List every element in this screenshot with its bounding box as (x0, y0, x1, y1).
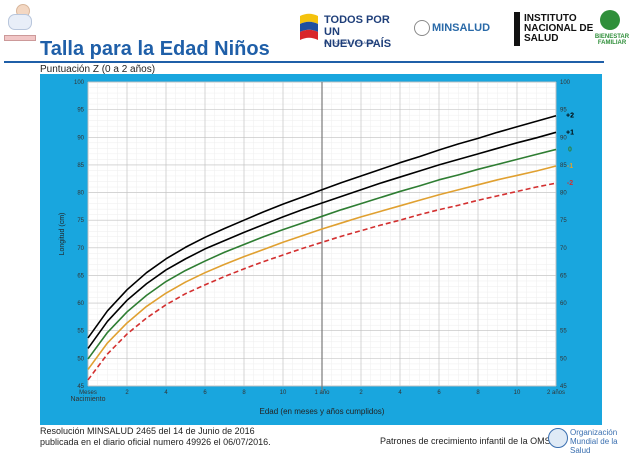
y-tick-label-right: 75 (560, 218, 567, 224)
y-tick-label-right: 95 (560, 108, 567, 114)
baby-body-icon (8, 14, 32, 30)
series-end-label: -2 (567, 180, 573, 187)
y-tick-label-right: 55 (560, 329, 567, 335)
y-tick-label-left: 90 (77, 135, 84, 141)
minsalud-logo: MINSALUD (414, 6, 504, 52)
y-tick-label-right: 50 (560, 356, 567, 362)
x-tick-label: 8 (242, 390, 246, 396)
y-tick-label-left: 50 (77, 356, 84, 362)
x-tick-label: 1 año (314, 390, 330, 396)
gov-logo: TODOS POR UN NUEVO PAÍS PAZ EQUIDAD EDUC… (298, 6, 396, 52)
x-axis-label: Edad (en meses y años cumplidos) (260, 407, 385, 416)
x-tick-label: 6 (437, 390, 441, 396)
minsalud-seal-icon (414, 20, 430, 36)
y-tick-label-left: 75 (77, 218, 84, 224)
footer-resolution-line1: Resolución MINSALUD 2465 del 14 de Junio… (40, 426, 255, 436)
y-tick-label-right: 100 (560, 80, 571, 86)
x-tick-label: 10 (280, 390, 287, 396)
x-tick-label: 2 años (547, 390, 565, 396)
y-tick-label-left: 65 (77, 273, 84, 279)
gov-logo-text: TODOS POR UN NUEVO PAÍS (324, 14, 392, 50)
baby-illustration (4, 2, 34, 32)
bienestar-logo: BIENESTAR FAMILIAR (592, 6, 632, 52)
flag-icon (300, 13, 318, 40)
series-end-label: +2 (566, 113, 574, 120)
x-tick-label: 8 (476, 390, 480, 396)
y-tick-label-right: 65 (560, 273, 567, 279)
x-tick-label: Meses (79, 390, 97, 396)
footer-resolution-line2: publicada en el diario oficial numero 49… (40, 437, 271, 447)
y-tick-label-left: 70 (77, 246, 84, 252)
ruler-icon (4, 35, 36, 41)
x-tick-label: 4 (398, 390, 402, 396)
growth-chart: 45 45 50 50 55 55 60 60 65 65 70 70 75 75 80 80 85 85 90 90… (40, 74, 602, 425)
x-tick-label: 2 (359, 390, 363, 396)
series-end-label: +1 (566, 129, 574, 136)
x-tick-label: 2 (125, 390, 129, 396)
globe-icon (548, 428, 568, 448)
title-underline (4, 61, 604, 63)
ins-mark-icon (514, 12, 520, 46)
gov-logo-small-text: PAZ EQUIDAD EDUCACIÓN (324, 40, 376, 45)
bienestar-logo-text: BIENESTAR FAMILIAR (594, 34, 630, 46)
series-line-0 (87, 148, 557, 360)
y-tick-label-right: 90 (560, 135, 567, 141)
series-end-label: -1 (567, 163, 573, 170)
x-tick-label: 6 (203, 390, 207, 396)
x-tick-label: 10 (514, 390, 521, 396)
minsalud-logo-text: MINSALUD (432, 22, 491, 34)
y-tick-label-left: 100 (74, 80, 85, 86)
y-tick-label-right: 45 (560, 384, 567, 390)
y-tick-label-left: 60 (77, 301, 84, 307)
bienestar-mark-icon (600, 10, 620, 30)
x-start-label: Nacimiento (70, 396, 105, 403)
series-end-label: 0 (568, 146, 572, 153)
y-tick-label-right: 70 (560, 246, 567, 252)
y-tick-label-left: 55 (77, 329, 84, 335)
y-tick-label-left: 45 (77, 384, 84, 390)
y-axis-label: Longitud (cm) (59, 213, 66, 256)
y-tick-label-left: 85 (77, 163, 84, 169)
chart-subtitle: Puntuación Z (0 a 2 años) (40, 64, 156, 75)
x-tick-label: 4 (164, 390, 168, 396)
series-line-plus1 (87, 131, 557, 349)
series-line-minus1 (87, 165, 557, 370)
oms-logo: Organización Mundial de la Salud (548, 426, 636, 455)
ins-logo: INSTITUTO NACIONAL DE SALUD (514, 6, 594, 52)
y-tick-label-right: 85 (560, 163, 567, 169)
page-title: Talla para la Edad Niños (40, 38, 270, 60)
footer-resolution: Resolución MINSALUD 2465 del 14 de Junio… (40, 426, 271, 448)
series-line-plus2 (87, 114, 557, 339)
y-tick-label-right: 80 (560, 191, 567, 197)
y-tick-label-left: 80 (77, 191, 84, 197)
y-tick-label-right: 60 (560, 301, 567, 307)
y-tick-label-left: 95 (77, 108, 84, 114)
oms-logo-text: Organización Mundial de la Salud (570, 428, 618, 455)
ins-logo-text: INSTITUTO NACIONAL DE SALUD (524, 13, 594, 44)
footer-source: Patrones de crecimiento infantil de la O… (380, 436, 551, 446)
